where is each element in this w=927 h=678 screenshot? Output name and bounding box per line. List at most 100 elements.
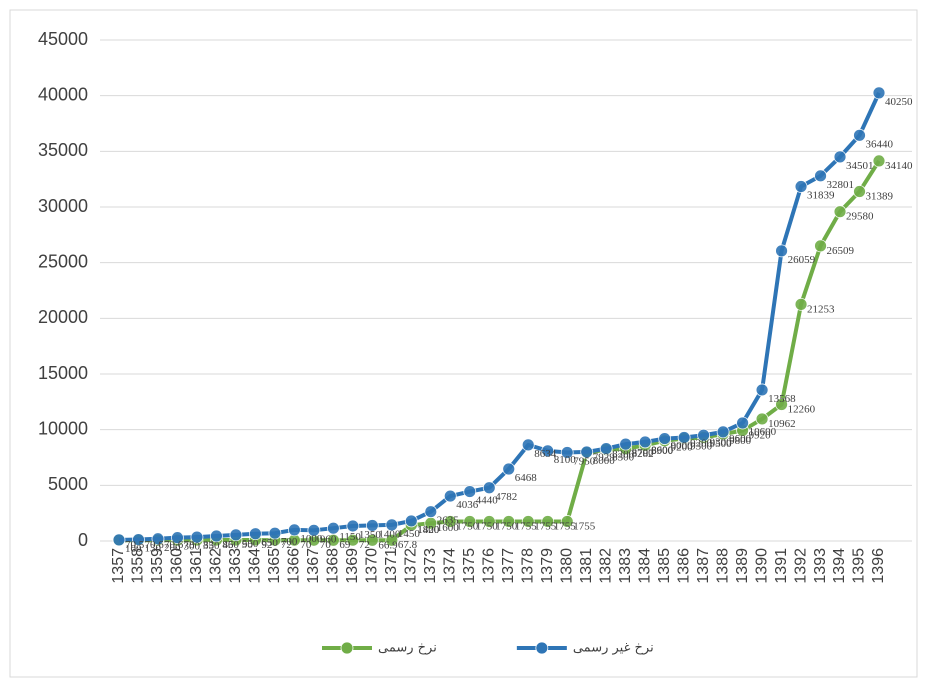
- x-tick-label: 1372: [403, 548, 420, 584]
- x-tick-label: 1373: [422, 548, 439, 584]
- value-label: 36440: [866, 138, 894, 150]
- value-label: 21253: [807, 303, 835, 315]
- value-label: 40250: [885, 96, 913, 108]
- point: [464, 486, 476, 498]
- x-tick-label: 1388: [714, 548, 731, 584]
- chart: 70.570.670.67883869092727070697266.967.8…: [0, 0, 927, 678]
- x-tick-label: 1376: [480, 548, 497, 584]
- value-label: 31389: [866, 191, 894, 203]
- value-label: 960: [320, 533, 337, 545]
- y-tick-label: 30000: [38, 196, 88, 216]
- x-tick-label: 1381: [578, 548, 595, 584]
- x-tick-label: 1371: [383, 548, 400, 584]
- point: [522, 439, 534, 451]
- x-tick-label: 1375: [461, 548, 478, 584]
- y-tick-label: 35000: [38, 140, 88, 160]
- x-tick-label: 1365: [266, 548, 283, 584]
- point: [854, 186, 866, 198]
- x-tick-label: 1358: [130, 548, 147, 584]
- value-label: 26059: [788, 254, 816, 266]
- x-tick-label: 1360: [169, 548, 186, 584]
- x-tick-label: 1374: [442, 548, 459, 584]
- x-tick-label: 1382: [597, 548, 614, 584]
- value-label: 29580: [846, 211, 874, 223]
- x-tick-label: 1384: [636, 548, 653, 584]
- x-tick-label: 1380: [558, 548, 575, 584]
- value-label: 2635: [437, 515, 460, 527]
- x-tick-label: 1368: [325, 548, 342, 584]
- x-tick-label: 1391: [773, 548, 790, 584]
- legend-label: نرخ غیر رسمی: [573, 641, 654, 656]
- value-label: 700: [281, 536, 298, 548]
- x-tick-label: 1396: [870, 548, 887, 584]
- value-label: 32801: [827, 179, 855, 191]
- point: [347, 520, 359, 532]
- y-tick-label: 45000: [38, 29, 88, 49]
- x-tick-label: 1390: [753, 548, 770, 584]
- value-label: 12260: [788, 404, 816, 416]
- point: [639, 436, 651, 448]
- value-label: 34501: [846, 160, 874, 172]
- point: [113, 534, 125, 546]
- point: [737, 417, 749, 429]
- value-label: 34140: [885, 160, 913, 172]
- x-tick-label: 1379: [539, 548, 556, 584]
- point: [756, 384, 768, 396]
- point: [834, 151, 846, 163]
- point: [405, 515, 417, 527]
- point: [873, 87, 885, 99]
- y-tick-label: 20000: [38, 307, 88, 327]
- x-tick-label: 1395: [851, 548, 868, 584]
- point: [425, 506, 437, 518]
- x-tick-label: 1389: [734, 548, 751, 584]
- legend-marker: [536, 642, 548, 654]
- point: [288, 524, 300, 536]
- value-label: 26509: [827, 245, 855, 257]
- x-tick-label: 1393: [812, 548, 829, 584]
- value-label: 4782: [495, 491, 517, 503]
- point: [834, 206, 846, 218]
- point: [756, 413, 768, 425]
- point: [795, 181, 807, 193]
- value-label: 1755: [573, 520, 596, 532]
- point: [854, 129, 866, 141]
- point: [659, 433, 671, 445]
- legend-label: نرخ رسمی: [378, 641, 437, 656]
- x-tick-label: 1366: [286, 548, 303, 584]
- x-tick-label: 1392: [792, 548, 809, 584]
- point: [503, 463, 515, 475]
- x-tick-label: 1364: [247, 548, 264, 584]
- x-tick-label: 1361: [188, 548, 205, 584]
- value-label: 650: [261, 537, 278, 549]
- x-tick-label: 1385: [656, 548, 673, 584]
- x-tick-label: 1377: [500, 548, 517, 584]
- x-tick-label: 1394: [831, 548, 848, 584]
- x-tick-label: 1370: [364, 548, 381, 584]
- y-tick-label: 40000: [38, 84, 88, 104]
- y-tick-label: 25000: [38, 251, 88, 271]
- y-tick-label: 10000: [38, 418, 88, 438]
- x-tick-label: 1357: [110, 548, 127, 584]
- point: [815, 170, 827, 182]
- value-label: 13568: [768, 393, 796, 405]
- x-tick-label: 1359: [149, 548, 166, 584]
- x-tick-label: 1362: [208, 548, 225, 584]
- point: [795, 298, 807, 310]
- x-tick-label: 1363: [227, 548, 244, 584]
- point: [873, 155, 885, 167]
- value-label: 31839: [807, 190, 835, 202]
- point: [483, 482, 495, 494]
- point: [444, 490, 456, 502]
- point: [776, 245, 788, 257]
- x-tick-label: 1367: [305, 548, 322, 584]
- point: [815, 240, 827, 252]
- x-tick-label: 1387: [695, 548, 712, 584]
- x-tick-label: 1386: [675, 548, 692, 584]
- value-label: 10600: [749, 426, 777, 438]
- y-tick-label: 15000: [38, 363, 88, 383]
- y-tick-label: 5000: [48, 474, 88, 494]
- x-tick-label: 1378: [519, 548, 536, 584]
- y-tick-label: 0: [78, 530, 88, 550]
- x-tick-label: 1383: [617, 548, 634, 584]
- legend-marker: [341, 642, 353, 654]
